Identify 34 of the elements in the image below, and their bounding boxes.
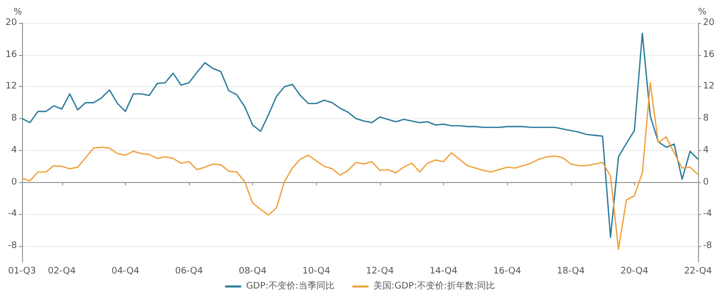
y-tick-label: 4 [11, 145, 18, 156]
x-tick-label: 01-Q3 [8, 266, 36, 276]
x-tick-label: 20-Q4 [620, 266, 649, 276]
y-tick-label: 0 [11, 177, 18, 188]
x-tick-label: 04-Q4 [111, 266, 140, 276]
x-tick-label: 22-Q4 [684, 266, 712, 276]
y-tick-label: 12 [6, 82, 17, 92]
x-tick-label: 06-Q4 [175, 266, 204, 276]
x-tick-label: 02-Q4 [48, 266, 76, 276]
x-tick-label: 14-Q4 [430, 266, 458, 276]
y2-axis-title: % [698, 8, 707, 18]
y2-tick-label: 20 [703, 18, 715, 28]
x-tick-label: 08-Q4 [238, 266, 267, 276]
y2-tick-label: 0 [703, 177, 709, 188]
x-tick-label: 16-Q4 [493, 266, 522, 276]
line-series [21, 32, 699, 238]
y2-tick-label: 4 [703, 145, 709, 156]
y2-tick-label: 8 [703, 114, 709, 124]
x-tick-label: 12-Q4 [366, 266, 394, 276]
x-tick-label: 18-Q4 [556, 266, 585, 276]
x-tick-label: 10-Q4 [302, 266, 330, 276]
y2-tick-label: 16 [703, 50, 715, 60]
legend-label: 美国:GDP:不变价:折年数:同比 [373, 280, 495, 292]
y-axis-title: % [13, 8, 22, 18]
y2-tick-label: 12 [703, 82, 714, 92]
y2-tick-label: -4 [703, 209, 712, 220]
y-tick-label: 20 [6, 18, 18, 28]
y2-tick-label: -8 [703, 241, 712, 252]
legend-label: GDP:不变价:当季同比 [246, 280, 334, 292]
y-tick-label: -4 [8, 209, 18, 220]
y-tick-label: 8 [11, 114, 18, 124]
y-tick-label: -8 [8, 241, 18, 252]
line-series [21, 82, 699, 250]
y-tick-label: 16 [6, 50, 18, 60]
